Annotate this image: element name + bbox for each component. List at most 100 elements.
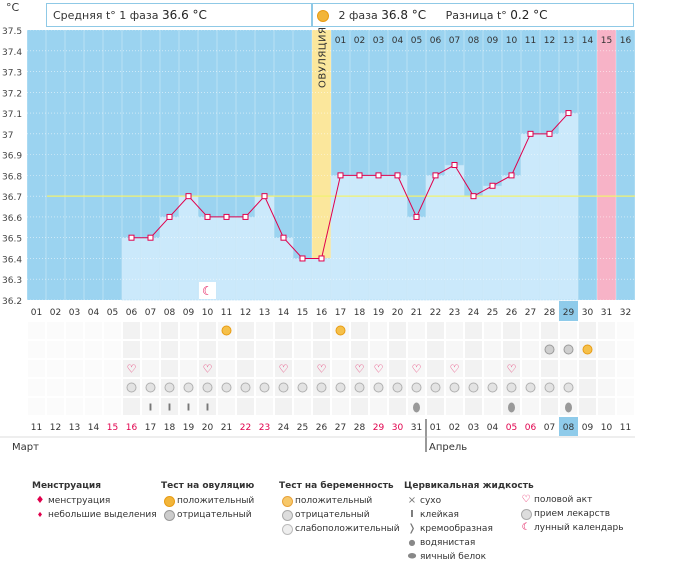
legend-item: менструация [48, 496, 111, 506]
pill-icon [278, 382, 289, 393]
post-ovulation-day: 10 [506, 36, 518, 46]
legend-item: яичный белок [420, 552, 487, 562]
ovulation-label: ОВУЛЯЦИЯ [318, 27, 329, 89]
marker-cell [370, 322, 387, 339]
cycle-day-label: 27 [525, 308, 536, 318]
temperature-point [318, 255, 325, 262]
eggwhite-icon [565, 402, 572, 413]
date-label: 05 [506, 423, 517, 433]
marker-cell [427, 322, 444, 339]
marker-cell [370, 341, 387, 358]
date-label: 23 [259, 423, 270, 433]
marker-cell [484, 398, 501, 415]
temperature-point [166, 213, 173, 220]
marker-cell [66, 379, 83, 396]
marker-cell [123, 360, 140, 377]
moon-icon: ☾ [202, 284, 213, 298]
marker-cell [598, 322, 615, 339]
marker-cell [47, 360, 64, 377]
post-ovulation-day: 05 [411, 36, 422, 46]
cycle-day-label: 32 [620, 308, 631, 318]
marker-cell [142, 398, 159, 415]
y-tick-label: 37 [2, 131, 13, 141]
moon-icon: ☾ [521, 522, 531, 533]
heart-icon: ♡ [203, 363, 213, 376]
marker-cell [85, 398, 102, 415]
menstruation-drop-icon: ♦ [35, 495, 45, 506]
date-label: 10 [601, 423, 613, 433]
cycle-day-label: 11 [221, 308, 232, 318]
date-label: 30 [392, 423, 404, 433]
legend-item: положительный [177, 496, 255, 506]
y-tick-label: 37.3 [2, 69, 22, 79]
marker-cell [579, 322, 596, 339]
temperature-point [185, 193, 192, 200]
date-label: 16 [126, 423, 138, 433]
cycle-day-label: 14 [278, 308, 290, 318]
positive-test-icon [221, 325, 232, 336]
marker-cell [541, 360, 558, 377]
legend-item: слабоположительный [295, 524, 400, 534]
period-column [597, 30, 616, 300]
cycle-day-label: 19 [373, 308, 385, 318]
pill-icon [145, 382, 156, 393]
marker-cell [161, 322, 178, 339]
temperature-point [394, 172, 401, 179]
temperature-point [280, 234, 287, 241]
y-tick-label: 36.6 [2, 214, 22, 224]
cycle-day-label: 16 [316, 308, 328, 318]
phase2-value: 36.8 °C [381, 8, 427, 22]
legend-item: сухо [420, 496, 442, 506]
marker-cell [142, 341, 159, 358]
marker-cell [199, 341, 216, 358]
post-ovulation-day: 07 [449, 36, 460, 46]
marker-cell [522, 322, 539, 339]
marker-cell [180, 341, 197, 358]
marker-cell [294, 360, 311, 377]
marker-cell [541, 398, 558, 415]
marker-cell [427, 341, 444, 358]
date-label: 11 [31, 423, 42, 433]
post-ovulation-day: 01 [335, 36, 346, 46]
pill-icon [506, 382, 517, 393]
marker-cell [389, 341, 406, 358]
marker-cell [389, 360, 406, 377]
marker-cell [104, 379, 121, 396]
heart-icon: ♡ [317, 363, 327, 376]
cycle-day-label: 08 [164, 308, 176, 318]
marker-cell [503, 322, 520, 339]
y-tick-label: 37.5 [2, 27, 22, 37]
cycle-day-label: 05 [107, 308, 118, 318]
marker-cell [465, 322, 482, 339]
marker-cell [598, 398, 615, 415]
cycle-day-label: 10 [202, 308, 214, 318]
legend-pregnancy-test: Тест на беременность положительный отриц… [279, 479, 400, 536]
pregnancy-negative-icon [281, 509, 293, 521]
temperature-point [204, 213, 211, 220]
sticky-icon: I [168, 403, 172, 414]
date-label: 09 [582, 423, 594, 433]
y-unit-label: °C [6, 1, 20, 14]
pill-icon [525, 382, 536, 393]
pill-icon [468, 382, 479, 393]
marker-cell [579, 398, 596, 415]
ovulation-positive-icon [163, 495, 175, 507]
marker-cell [541, 322, 558, 339]
temp-bar [273, 237, 294, 301]
cycle-day-label: 13 [259, 308, 270, 318]
pill-icon [335, 382, 346, 393]
pregnancy-weak-icon [281, 523, 293, 535]
temperature-point [527, 130, 534, 137]
legend-cervical-title: Цервикальная жидкость [404, 481, 534, 491]
ovulation-sun-icon [317, 10, 329, 22]
marker-cell [199, 360, 216, 377]
marker-cell [180, 398, 197, 415]
marker-cell [66, 360, 83, 377]
marker-cell [66, 341, 83, 358]
heart-icon: ♡ [127, 363, 137, 376]
marker-cell [47, 341, 64, 358]
temperature-point [432, 172, 439, 179]
diff-label: Разница t° [445, 9, 507, 22]
date-label: 13 [69, 423, 80, 433]
